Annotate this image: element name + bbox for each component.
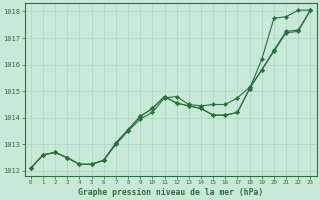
X-axis label: Graphe pression niveau de la mer (hPa): Graphe pression niveau de la mer (hPa) <box>78 188 263 197</box>
